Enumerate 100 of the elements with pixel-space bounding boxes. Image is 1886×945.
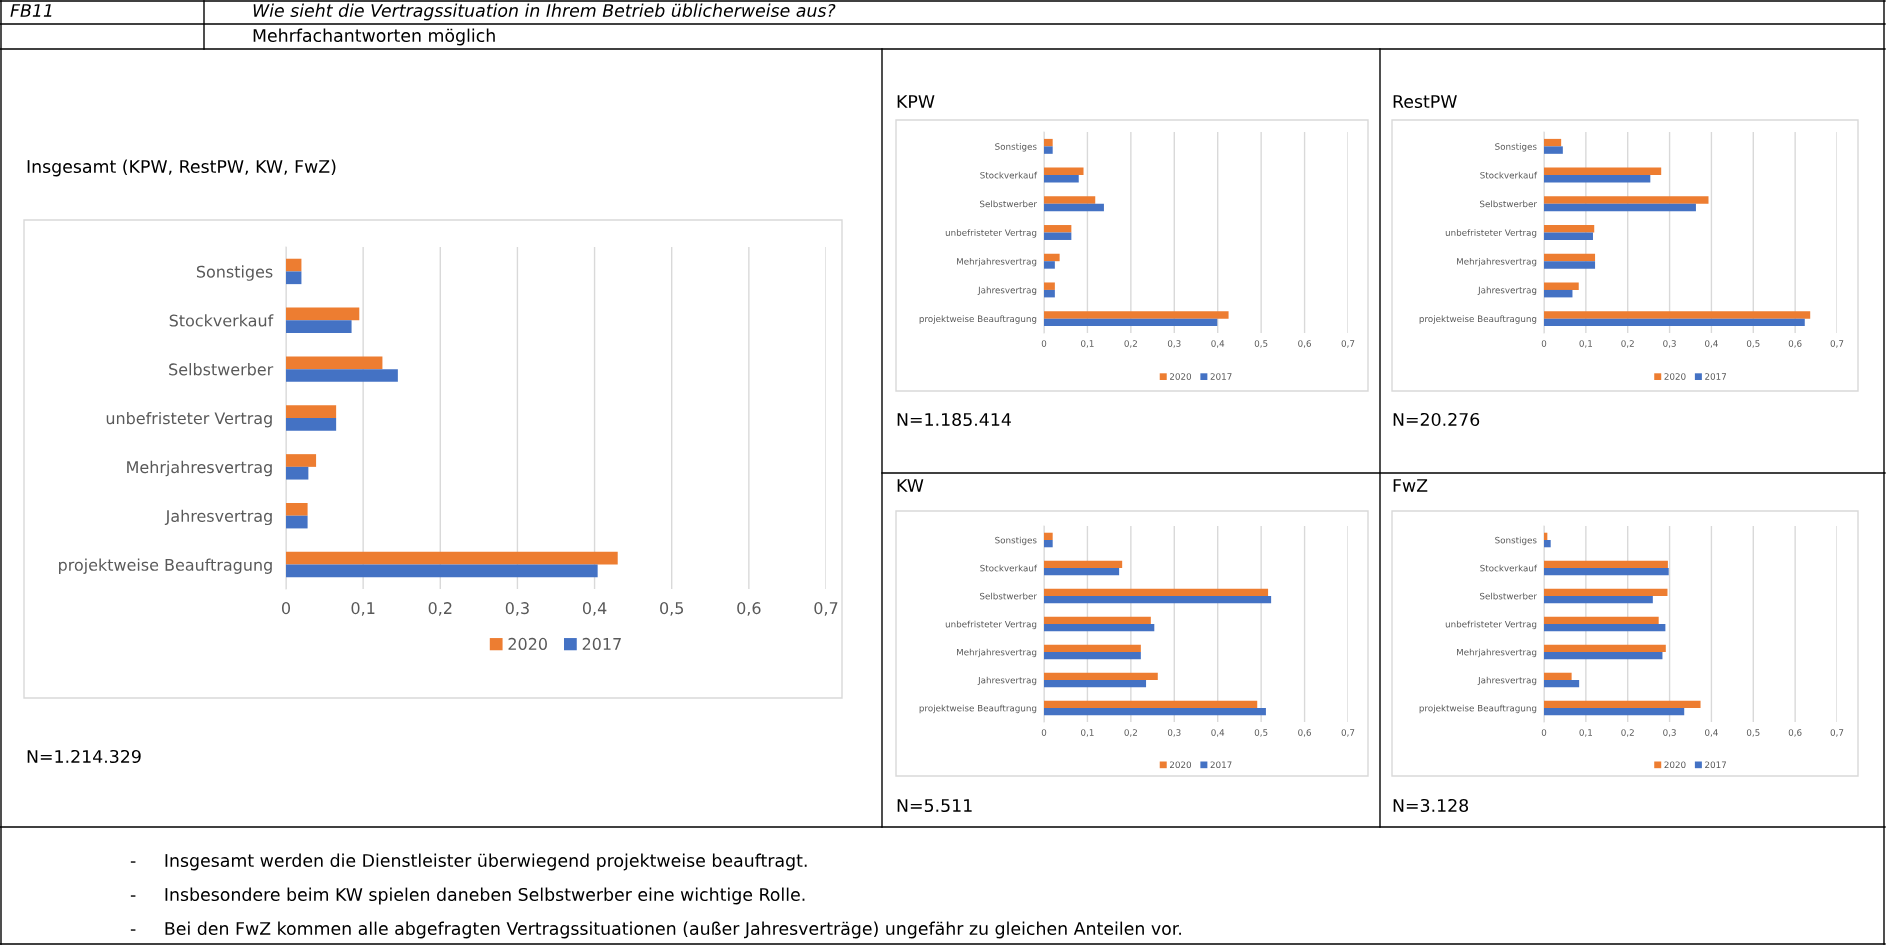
x-tick-label: 0,6	[1788, 729, 1802, 737]
x-tick-label: 0,3	[1167, 340, 1181, 348]
bar	[1044, 560, 1123, 568]
bar	[286, 418, 337, 431]
bar	[1044, 289, 1055, 298]
bar	[1044, 311, 1229, 319]
text: N=1.214.329	[27, 749, 141, 764]
chart-title: KW	[897, 479, 924, 492]
x-tick-label: 0,5	[1746, 729, 1760, 737]
bar	[1544, 318, 1805, 327]
y-tick-label: unbefristeter Vertrag	[945, 229, 1037, 238]
x-tick-label: 0	[1041, 729, 1047, 736]
bar	[1044, 540, 1053, 548]
bar	[1544, 175, 1651, 183]
bar	[1044, 708, 1266, 716]
chart-title: KPW	[897, 95, 935, 108]
y-tick-label: Mehrjahresvertrag	[127, 460, 272, 477]
y-tick-label: Mehrjahresvertrag	[1457, 257, 1537, 267]
bar	[1544, 560, 1668, 568]
y-tick-label: Mehrjahresvertrag	[1457, 648, 1537, 658]
bar	[1544, 167, 1662, 176]
bar	[1544, 624, 1666, 632]
bar	[1044, 282, 1055, 290]
x-tick-label: 0,1	[1579, 340, 1593, 348]
bar	[1544, 568, 1669, 576]
y-tick-label: Jahresvertrag	[164, 509, 272, 526]
y-tick-label: Sonstiges	[196, 265, 273, 281]
bar	[1544, 708, 1685, 716]
x-tick-label: 0,2	[1124, 340, 1137, 348]
bar	[1044, 568, 1120, 576]
y-tick-label: Selbstwerber	[979, 592, 1037, 600]
x-tick-label: 0,7	[1341, 729, 1355, 737]
chart-title: FwZ	[1393, 479, 1428, 492]
text: N=20.276	[1393, 412, 1480, 427]
bar	[1544, 311, 1811, 319]
x-tick-label: 0,3	[1663, 729, 1676, 737]
y-tick-label: projektweise Beauftragung	[59, 558, 272, 574]
y-tick-label: Stockverkauf	[169, 314, 274, 327]
bar	[1044, 203, 1104, 212]
legend-label: 2017	[1705, 761, 1727, 769]
bar	[1044, 644, 1141, 652]
bar	[286, 307, 360, 321]
bar	[286, 564, 598, 578]
x-tick-label: 0	[1541, 340, 1547, 347]
x-tick-label: 0,5	[660, 602, 684, 616]
x-tick-label: 0,6	[737, 602, 761, 616]
bar	[286, 271, 302, 285]
bar	[1044, 652, 1141, 660]
y-tick-label: Selbstwerber	[979, 200, 1037, 208]
bar	[1044, 225, 1072, 233]
text: - Insgesamt werden die Dienstleister überwiegend projektweise beauftragt.	[130, 853, 807, 871]
x-tick-label: 0,5	[1254, 729, 1268, 737]
bar	[1044, 196, 1096, 204]
bar	[1044, 672, 1158, 680]
x-tick-label: 0	[281, 602, 291, 615]
bar	[1044, 588, 1269, 596]
y-tick-label: Stockverkauf	[1480, 171, 1538, 179]
bar	[1044, 261, 1055, 269]
x-tick-label: 0,6	[1298, 340, 1311, 348]
bar	[1544, 596, 1653, 604]
y-tick-label: unbefristeter Vertrag	[1445, 620, 1537, 630]
y-tick-label: projektweise Beauftragung	[919, 315, 1037, 324]
bar	[1544, 652, 1663, 660]
bar	[1044, 624, 1155, 632]
x-tick-label: 0,1	[1579, 729, 1593, 737]
y-tick-label: projektweise Beauftragung	[919, 704, 1037, 714]
y-tick-label: projektweise Beauftragung	[1419, 315, 1537, 324]
y-tick-label: Sonstiges	[1495, 536, 1537, 546]
bar	[286, 515, 308, 529]
bar	[1044, 253, 1060, 262]
legend-label: 2020	[1664, 761, 1686, 769]
x-tick-label: 0,1	[1081, 340, 1094, 348]
bar	[286, 258, 302, 272]
legend-label: 2017	[1210, 373, 1232, 380]
bar	[1044, 138, 1053, 147]
y-tick-label: Sonstiges	[995, 143, 1037, 152]
bar	[1044, 596, 1272, 604]
text: N=3.128	[1393, 798, 1469, 813]
y-tick-label: Jahresvertrag	[977, 286, 1037, 296]
y-tick-label: Selbstwerber	[1479, 200, 1537, 208]
y-tick-label: Jahresvertrag	[1477, 676, 1537, 686]
bar	[1544, 146, 1563, 154]
bar	[286, 551, 618, 565]
bar	[286, 466, 309, 480]
y-tick-label: unbefristeter Vertrag	[1445, 229, 1537, 238]
y-tick-label: Selbstwerber	[1479, 592, 1537, 600]
x-tick-label: 0,7	[1830, 729, 1844, 737]
bar	[1544, 138, 1562, 147]
x-tick-label: 0,2	[1621, 340, 1634, 348]
x-tick-label: 0,6	[1788, 340, 1802, 348]
bar	[1044, 616, 1151, 624]
x-tick-label: 0,4	[1705, 340, 1718, 348]
y-tick-label: Stockverkauf	[1480, 564, 1538, 572]
bar	[1544, 253, 1596, 262]
text: N=5.511	[897, 799, 972, 813]
y-tick-label: Jahresvertrag	[977, 676, 1037, 686]
bar	[1544, 289, 1573, 298]
bar	[286, 454, 317, 467]
legend-label: 2017	[1210, 761, 1232, 769]
x-tick-label: 0,5	[1746, 340, 1760, 348]
